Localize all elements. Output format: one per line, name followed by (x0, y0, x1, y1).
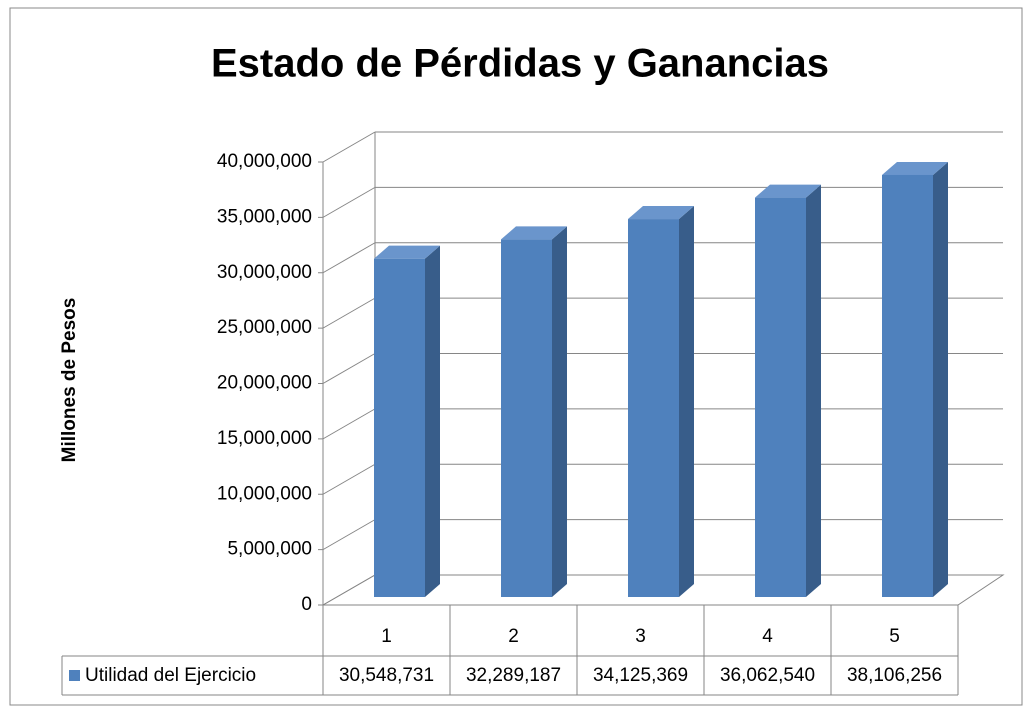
value-label: 32,289,187 (466, 665, 561, 686)
grid-line (322, 131, 376, 163)
bar (882, 174, 933, 598)
y-tick-label: 20,000,000 (217, 373, 312, 394)
grid-line (322, 242, 376, 274)
y-axis-label: Millones de Pesos (59, 298, 80, 463)
x-tick-label: 3 (635, 626, 646, 647)
y-tick-label: 10,000,000 (217, 483, 312, 504)
value-label: 30,548,731 (339, 665, 434, 686)
legend-label: Utilidad del Ejercicio (85, 665, 256, 686)
grid-line (322, 353, 376, 384)
y-tick-label: 25,000,000 (217, 317, 312, 338)
bar (755, 197, 806, 598)
chart-title: Estado de Pérdidas y Ganancias (211, 42, 829, 86)
bar-top (628, 206, 694, 220)
value-label: 36,062,540 (720, 665, 815, 686)
bar-side (806, 184, 821, 598)
bar-top (882, 161, 948, 175)
value-label: 38,106,256 (847, 665, 942, 686)
y-tick-label: 5,000,000 (227, 539, 312, 560)
y-tick-label: 15,000,000 (217, 428, 312, 449)
y-tick-label: 35,000,000 (217, 206, 312, 227)
grid-line (322, 186, 376, 218)
bar-top (374, 245, 440, 259)
bar-side (552, 226, 567, 597)
bar (374, 258, 425, 597)
grid-line (322, 297, 376, 329)
bar-top (755, 184, 821, 198)
bar (501, 239, 552, 597)
x-tick-label: 4 (762, 626, 773, 647)
grid-line (322, 574, 376, 606)
bar-side (425, 245, 440, 598)
y-tick-label: 40,000,000 (217, 151, 312, 172)
y-tick-label: 30,000,000 (217, 262, 312, 283)
y-tick-label: 0 (301, 594, 312, 615)
value-label: 34,125,369 (593, 665, 688, 686)
bar (628, 219, 679, 598)
bar-top (501, 226, 567, 240)
x-tick-label: 5 (889, 626, 900, 647)
x-tick-label: 1 (381, 626, 392, 647)
bar-side (933, 161, 948, 598)
x-tick-label: 2 (508, 626, 519, 647)
grid-line (322, 519, 376, 551)
grid-line (322, 408, 376, 440)
legend-swatch (69, 670, 80, 681)
bar-side (679, 206, 694, 598)
grid-line (322, 463, 376, 495)
